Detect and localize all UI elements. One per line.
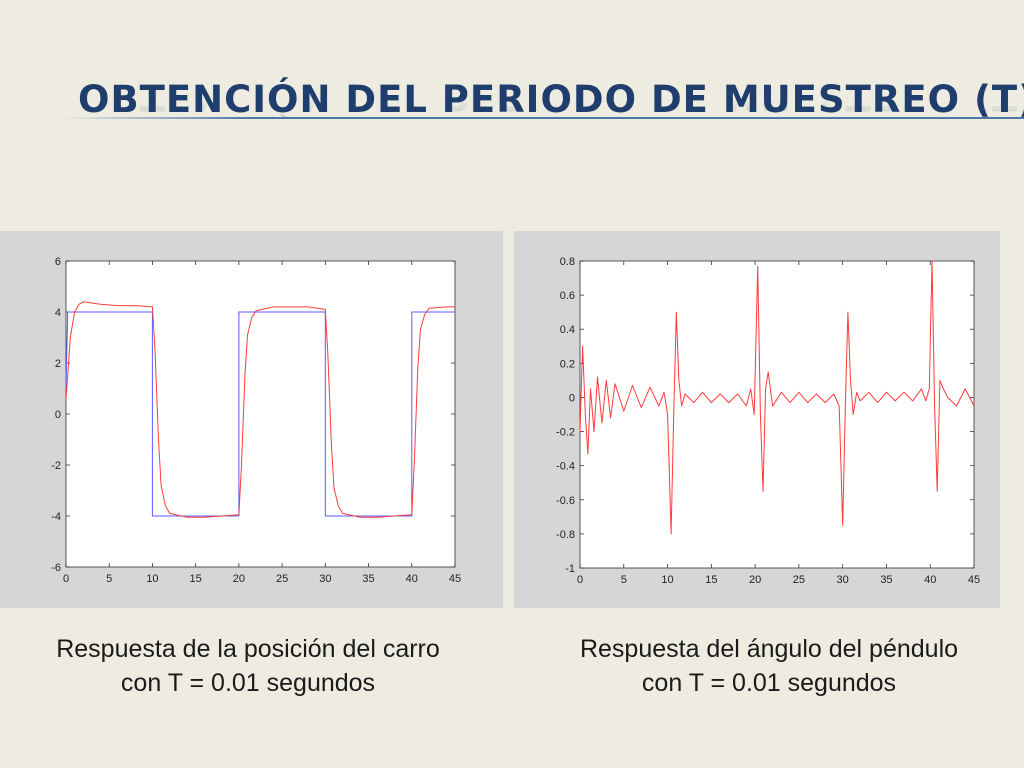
y-tick-label: 0.2 <box>560 358 575 370</box>
title-underline <box>60 117 1024 119</box>
y-tick-label: 2 <box>55 358 61 370</box>
x-tick-label: 0 <box>63 573 69 585</box>
x-tick-label: 35 <box>362 573 374 585</box>
x-tick-label: 15 <box>705 574 717 586</box>
caption-pendulum-angle: Respuesta del ángulo del péndulo con T =… <box>529 632 1009 700</box>
y-tick-label: -0.6 <box>556 495 575 507</box>
x-tick-label: 35 <box>880 574 892 586</box>
plot-area <box>579 260 975 569</box>
x-tick-label: 10 <box>661 574 673 586</box>
y-tick-label: 0 <box>55 409 61 421</box>
y-tick-label: 0.6 <box>560 290 575 302</box>
x-tick-label: 10 <box>146 573 158 585</box>
y-tick-label: 0 <box>569 392 575 404</box>
x-tick-label: 40 <box>924 574 936 586</box>
y-tick-label: -0.2 <box>556 427 575 439</box>
y-tick-label: 4 <box>55 307 61 319</box>
x-tick-label: 15 <box>190 573 202 585</box>
plot-area <box>65 260 456 568</box>
x-tick-label: 45 <box>968 574 980 586</box>
y-tick-label: -0.4 <box>556 461 575 473</box>
slide-title-area: OBTENCIÓN DEL PERIODO DE MUESTREO (T) OB… <box>0 70 1024 140</box>
slide-title: OBTENCIÓN DEL PERIODO DE MUESTREO (T) <box>78 78 1024 121</box>
x-tick-label: 25 <box>793 574 805 586</box>
caption-right-line1: Respuesta del ángulo del péndulo <box>579 635 959 663</box>
chart-cart-position: 0 5 10 15 20 25 30 35 40 45 -6 -4 -2 0 2 4 6 <box>51 256 461 585</box>
y-tick-label: 6 <box>55 256 61 268</box>
x-tick-label: 30 <box>837 574 849 586</box>
chart-pendulum-angle: 0 5 10 15 20 25 30 35 40 45 -1 -0.8 -0.6 -0.4 -0.2 0 0.2… <box>556 256 980 586</box>
y-tick-label: -2 <box>51 460 61 472</box>
y-tick-label: -4 <box>51 511 61 523</box>
x-tick-label: 40 <box>406 573 418 585</box>
x-tick-label: 30 <box>319 573 331 585</box>
y-tick-label: -0.8 <box>556 529 575 541</box>
y-tick-label: 0.8 <box>560 256 575 268</box>
x-tick-label: 20 <box>233 573 245 585</box>
series-line-0 <box>579 260 975 535</box>
y-tick-label: -1 <box>565 563 575 575</box>
x-tick-label: 45 <box>449 573 461 585</box>
series-line-0 <box>65 311 455 517</box>
y-tick-label: 0.4 <box>560 324 575 336</box>
x-tick-label: 0 <box>577 574 583 586</box>
chart-panel-cart-position: 0 5 10 15 20 25 30 35 40 45 -6 -4 -2 0 2 4 6 <box>0 231 503 608</box>
x-tick-label: 5 <box>106 573 112 585</box>
caption-left-line2: con T = 0.01 segundos <box>120 669 376 697</box>
x-tick-label: 25 <box>276 573 288 585</box>
y-tick-label: -6 <box>51 562 61 574</box>
chart-panel-pendulum-angle: 0 5 10 15 20 25 30 35 40 45 -1 -0.8 -0.6 -0.4 -0.2 0 0.2… <box>514 231 1000 608</box>
caption-left-line1: Respuesta de la posición del carro <box>56 635 440 663</box>
x-tick-label: 5 <box>621 574 627 586</box>
x-tick-label: 20 <box>749 574 761 586</box>
series-line-1 <box>65 301 455 518</box>
caption-cart-position: Respuesta de la posición del carro con T… <box>8 632 488 700</box>
caption-right-line2: con T = 0.01 segundos <box>641 669 897 697</box>
